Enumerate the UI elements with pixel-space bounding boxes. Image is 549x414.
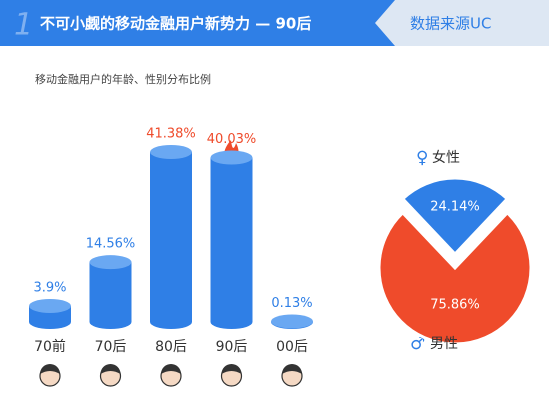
bar-top (29, 298, 71, 313)
x-tick-label: 90后 (216, 339, 248, 355)
x-tick-label: 70后 (95, 339, 127, 355)
value-label: 41.38% (146, 127, 196, 142)
x-tick-label: 80后 (155, 339, 187, 355)
value-label: 3.9% (33, 280, 66, 295)
bar-top (271, 314, 313, 329)
legend-label: 男性 (430, 336, 458, 352)
legend-symbol: ♀ (416, 148, 428, 168)
value-label: 0.13% (271, 296, 312, 311)
legend-symbol: ♂ (410, 334, 425, 354)
x-tick-label: 70前 (34, 338, 66, 355)
header-source: 数据来源UC (410, 15, 491, 33)
pie-slice (400, 176, 510, 257)
value-label: 40.03% (207, 132, 257, 147)
face-hair (161, 364, 181, 374)
bar-top (210, 150, 253, 165)
face-hair (100, 364, 121, 374)
face-hair (282, 364, 302, 374)
bar (210, 157, 253, 330)
header-band (0, 0, 395, 46)
pie-slice (377, 210, 533, 346)
face-hair (40, 364, 60, 374)
bar-top (150, 145, 192, 159)
value-label: 14.56% (86, 237, 136, 252)
face-hair (221, 364, 242, 374)
chart-subtitle: 移动金融用户的年龄、性别分布比例 (35, 72, 211, 86)
value-label: 24.14% (430, 199, 480, 214)
bar (150, 152, 192, 329)
bar-top (89, 255, 132, 270)
x-tick-label: 00后 (276, 339, 308, 355)
value-label: 75.86% (430, 298, 480, 313)
legend-label: 女性 (432, 149, 460, 166)
header-title: 不可小觑的移动金融用户新势力 — 90后 (40, 15, 311, 33)
header-number: 1 (14, 8, 33, 43)
bar (89, 262, 132, 330)
